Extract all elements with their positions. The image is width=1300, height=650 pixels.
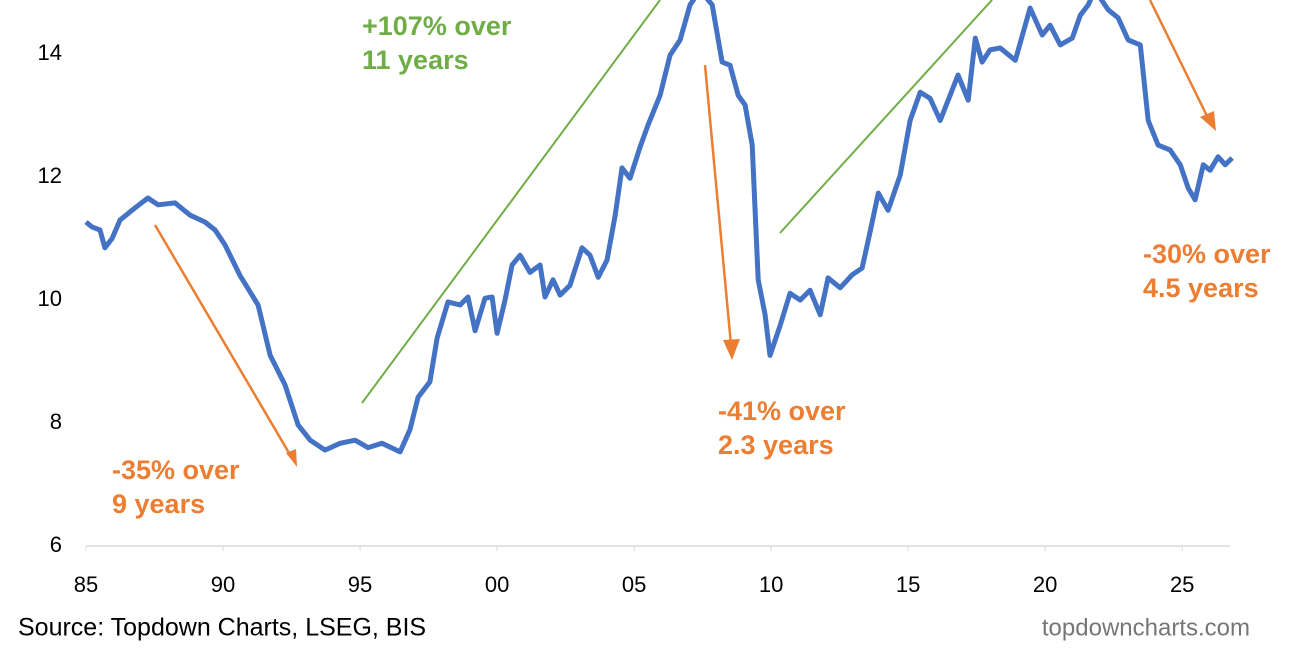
x-tick-label: 85 (74, 572, 98, 597)
trend-lines (153, 0, 1216, 467)
trend-line (361, 0, 661, 404)
y-tick-label: 14 (38, 40, 62, 65)
x-tick-label: 25 (1170, 572, 1194, 597)
annotation: 11 years (362, 45, 469, 75)
series-line (84, 0, 1234, 455)
arrow-head (1200, 111, 1216, 131)
trend-arrow (703, 64, 733, 346)
x-tick-label: 15 (896, 572, 920, 597)
x-tick-label: 00 (485, 572, 509, 597)
annotation: +107% over (362, 11, 512, 41)
x-tick-label: 90 (211, 572, 235, 597)
x-tick-label: 05 (622, 572, 646, 597)
source: Source: Topdown Charts, LSEG, BIS (18, 614, 426, 642)
y-tick-label: 6 (50, 532, 62, 557)
annotation: 9 years (112, 489, 205, 519)
annotation: -30% over (1143, 239, 1271, 269)
annotation: 2.3 years (718, 430, 834, 460)
x-tick-label: 10 (759, 572, 783, 597)
trend-arrow (153, 224, 294, 459)
arrow-head (723, 339, 740, 360)
trend-arrow (1148, 0, 1210, 119)
annotation: -41% over (718, 396, 846, 426)
y-tick-label: 8 (50, 409, 62, 434)
trend-line (779, 0, 993, 234)
x-tick-label: 95 (348, 572, 372, 597)
y-tick-label: 12 (38, 163, 62, 188)
annotation: -35% over (112, 455, 240, 485)
x-tick-label: 20 (1033, 572, 1057, 597)
y-tick-label: 10 (38, 286, 62, 311)
annotation: 4.5 years (1143, 273, 1259, 303)
arrow-head (286, 449, 297, 467)
watermark: topdowncharts.com (1042, 614, 1250, 641)
